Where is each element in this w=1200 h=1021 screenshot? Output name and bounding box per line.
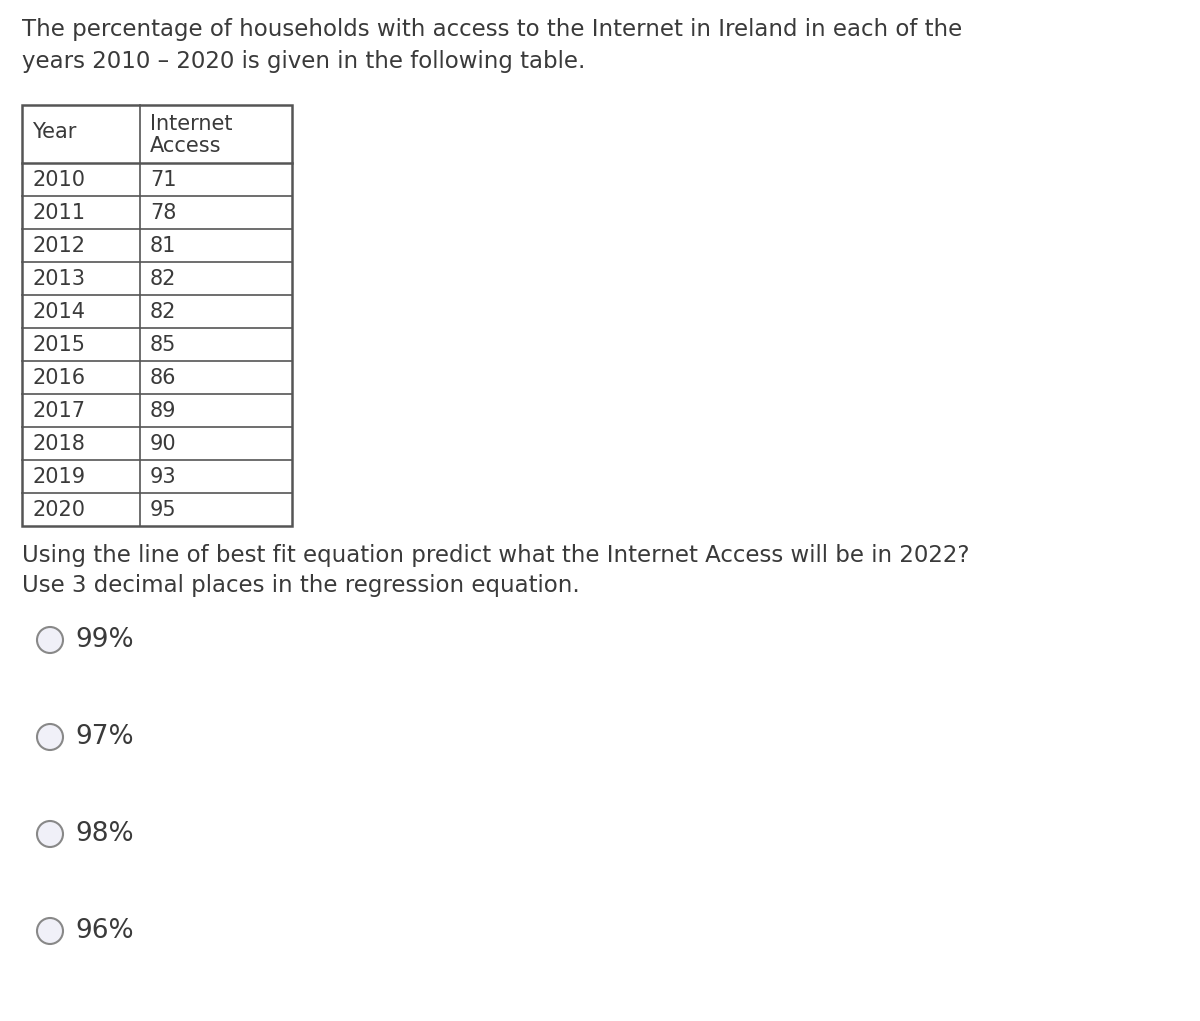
Text: 2012: 2012 [32, 236, 85, 255]
Text: 2020: 2020 [32, 499, 85, 520]
Circle shape [37, 918, 64, 944]
Text: 82: 82 [150, 269, 176, 289]
Text: 93: 93 [150, 467, 176, 486]
Text: 2011: 2011 [32, 202, 85, 223]
Text: 99%: 99% [74, 627, 133, 653]
Circle shape [37, 821, 64, 847]
Text: 2013: 2013 [32, 269, 85, 289]
Text: 2010: 2010 [32, 169, 85, 190]
Text: 96%: 96% [74, 918, 133, 944]
Text: 78: 78 [150, 202, 176, 223]
Text: Internet: Internet [150, 114, 233, 134]
Text: 2019: 2019 [32, 467, 85, 486]
Text: Access: Access [150, 136, 222, 156]
Text: 90: 90 [150, 434, 176, 453]
Text: 81: 81 [150, 236, 176, 255]
Text: Using the line of best fit equation predict what the Internet Access will be in : Using the line of best fit equation pred… [22, 544, 970, 567]
Text: 2014: 2014 [32, 301, 85, 322]
Text: 2015: 2015 [32, 335, 85, 354]
Text: Year: Year [32, 121, 77, 142]
Text: 82: 82 [150, 301, 176, 322]
Circle shape [37, 627, 64, 653]
Text: years 2010 – 2020 is given in the following table.: years 2010 – 2020 is given in the follow… [22, 50, 586, 72]
Text: The percentage of households with access to the Internet in Ireland in each of t: The percentage of households with access… [22, 18, 962, 41]
Text: 97%: 97% [74, 724, 133, 750]
Text: 85: 85 [150, 335, 176, 354]
Text: 2018: 2018 [32, 434, 85, 453]
Bar [22, 105, 292, 526]
Text: 71: 71 [150, 169, 176, 190]
Text: Use 3 decimal places in the regression equation.: Use 3 decimal places in the regression e… [22, 574, 580, 597]
Circle shape [37, 724, 64, 750]
Text: 2016: 2016 [32, 368, 85, 388]
Text: 95: 95 [150, 499, 176, 520]
Text: 98%: 98% [74, 821, 133, 847]
Text: 89: 89 [150, 400, 176, 421]
Text: 86: 86 [150, 368, 176, 388]
Text: 2017: 2017 [32, 400, 85, 421]
